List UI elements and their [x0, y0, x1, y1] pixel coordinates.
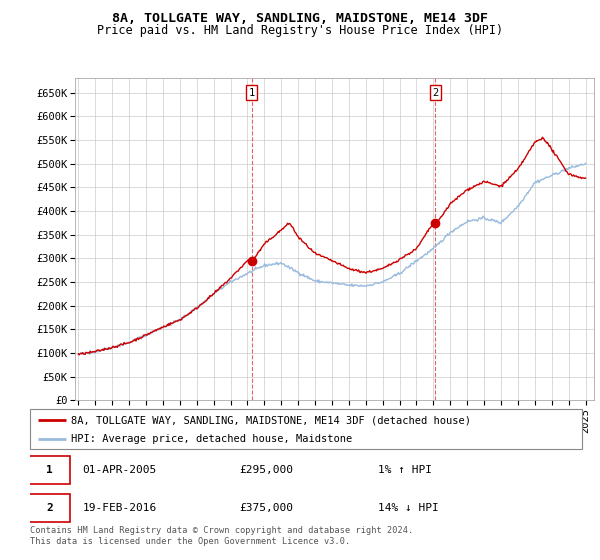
Text: 1% ↑ HPI: 1% ↑ HPI: [378, 465, 432, 475]
Text: £295,000: £295,000: [240, 465, 294, 475]
Text: 8A, TOLLGATE WAY, SANDLING, MAIDSTONE, ME14 3DF (detached house): 8A, TOLLGATE WAY, SANDLING, MAIDSTONE, M…: [71, 415, 472, 425]
Text: 01-APR-2005: 01-APR-2005: [82, 465, 157, 475]
Text: Price paid vs. HM Land Registry's House Price Index (HPI): Price paid vs. HM Land Registry's House …: [97, 24, 503, 36]
Text: 2: 2: [46, 503, 53, 513]
FancyBboxPatch shape: [30, 409, 582, 449]
Text: HPI: Average price, detached house, Maidstone: HPI: Average price, detached house, Maid…: [71, 434, 353, 444]
Text: 1: 1: [46, 465, 53, 475]
Text: 2: 2: [433, 88, 439, 98]
Text: 19-FEB-2016: 19-FEB-2016: [82, 503, 157, 513]
FancyBboxPatch shape: [29, 494, 70, 522]
Text: 14% ↓ HPI: 14% ↓ HPI: [378, 503, 439, 513]
FancyBboxPatch shape: [29, 456, 70, 484]
Text: 8A, TOLLGATE WAY, SANDLING, MAIDSTONE, ME14 3DF: 8A, TOLLGATE WAY, SANDLING, MAIDSTONE, M…: [112, 12, 488, 25]
Text: 1: 1: [248, 88, 255, 98]
Text: £375,000: £375,000: [240, 503, 294, 513]
Text: Contains HM Land Registry data © Crown copyright and database right 2024.
This d: Contains HM Land Registry data © Crown c…: [30, 526, 413, 546]
